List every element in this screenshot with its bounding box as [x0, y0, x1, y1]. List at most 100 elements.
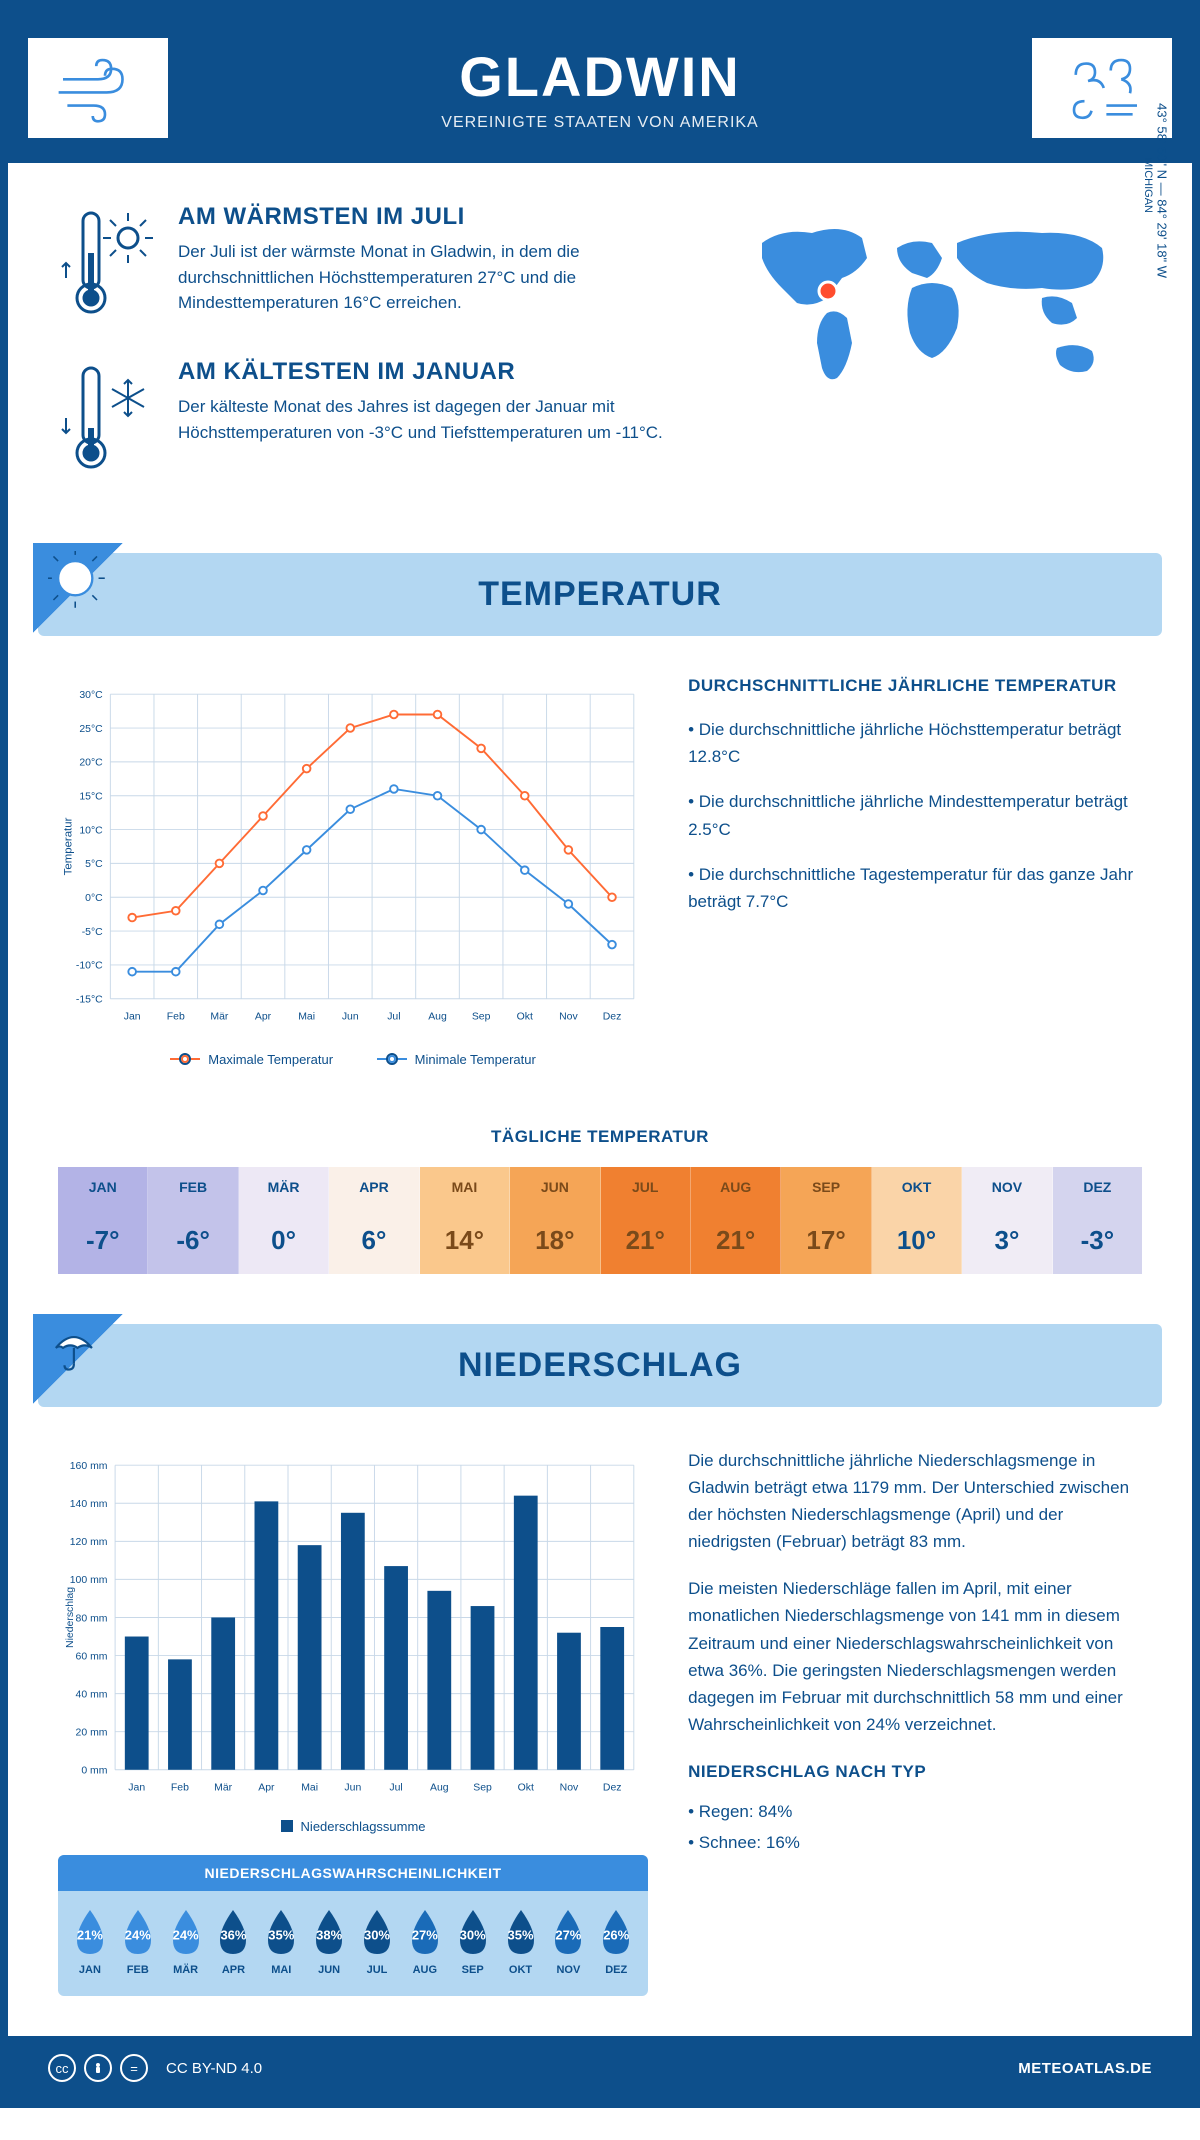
temperature-chart: -15°C-10°C-5°C0°C5°C10°C15°C20°C25°C30°C… [58, 676, 648, 1067]
svg-text:-15°C: -15°C [76, 995, 103, 1006]
temp-bullet-2: • Die durchschnittliche jährliche Mindes… [688, 788, 1142, 842]
probability-item: 30% JUL [355, 1906, 399, 1976]
probability-month: JUN [307, 1964, 351, 1976]
probability-month: OKT [499, 1964, 543, 1976]
svg-text:Jan: Jan [124, 1012, 141, 1023]
svg-text:Dez: Dez [603, 1012, 622, 1023]
page: GLADWIN VEREINIGTE STAATEN VON AMERIKA [0, 0, 1200, 2108]
svg-text:Mär: Mär [214, 1782, 233, 1793]
probability-month: FEB [116, 1964, 160, 1976]
temp-value: 18° [510, 1207, 599, 1274]
temp-col: JUL 21° [601, 1167, 691, 1274]
svg-text:Jul: Jul [387, 1012, 400, 1023]
temp-bullet-1: • Die durchschnittliche jährliche Höchst… [688, 716, 1142, 770]
temp-col: OKT 10° [872, 1167, 962, 1274]
umbrella-section-icon [33, 1314, 123, 1404]
temp-month-label: DEZ [1053, 1167, 1142, 1207]
temp-month-label: JAN [58, 1167, 147, 1207]
footer: cc = CC BY-ND 4.0 METEOATLAS.DE [8, 2036, 1192, 2100]
svg-text:Apr: Apr [255, 1012, 272, 1023]
probability-item: 30% SEP [451, 1906, 495, 1976]
precip-para-2: Die meisten Niederschläge fallen im Apri… [688, 1575, 1142, 1738]
license-block: cc = CC BY-ND 4.0 [48, 2054, 262, 2082]
probability-month: MÄR [164, 1964, 208, 1976]
svg-text:140 mm: 140 mm [70, 1499, 108, 1510]
sun-section-icon [33, 543, 123, 633]
header: GLADWIN VEREINIGTE STAATEN VON AMERIKA [8, 8, 1192, 163]
temperature-heading: TEMPERATUR [98, 575, 1102, 614]
svg-text:0°C: 0°C [85, 893, 103, 904]
temperature-section-header: TEMPERATUR [38, 553, 1162, 636]
svg-text:60 mm: 60 mm [76, 1651, 108, 1662]
probability-value: 24% [125, 1927, 151, 1942]
raindrop-icon: 36% [212, 1906, 254, 1958]
svg-text:Sep: Sep [472, 1012, 491, 1023]
raindrop-icon: 35% [500, 1906, 542, 1958]
precipitation-chart: 0 mm20 mm40 mm60 mm80 mm100 mm120 mm140 … [58, 1447, 648, 1807]
raindrop-icon: 27% [404, 1906, 446, 1958]
precip-legend: Niederschlagssumme [58, 1819, 648, 1836]
temp-value: 6° [329, 1207, 418, 1274]
temp-col: SEP 17° [781, 1167, 871, 1274]
probability-value: 30% [364, 1927, 390, 1942]
temp-month-label: SEP [781, 1167, 870, 1207]
probability-value: 35% [508, 1927, 534, 1942]
temp-col: MÄR 0° [239, 1167, 329, 1274]
precip-by-type-heading: NIEDERSCHLAG NACH TYP [688, 1758, 1142, 1785]
probability-value: 21% [77, 1927, 103, 1942]
temp-month-label: MAI [420, 1167, 509, 1207]
temp-value: -6° [148, 1207, 237, 1274]
temp-value: 21° [691, 1207, 780, 1274]
probability-item: 21% JAN [68, 1906, 112, 1976]
probability-month: SEP [451, 1964, 495, 1976]
daily-temperature: TÄGLICHE TEMPERATUR JAN -7° FEB -6° MÄR … [8, 1107, 1192, 1324]
wind-icon-right [1032, 38, 1172, 138]
temp-month-label: JUN [510, 1167, 599, 1207]
probability-item: 35% MAI [259, 1906, 303, 1976]
precip-legend-label: Niederschlagssumme [301, 1819, 426, 1834]
probability-item: 26% DEZ [594, 1906, 638, 1976]
svg-text:120 mm: 120 mm [70, 1537, 108, 1548]
svg-text:20 mm: 20 mm [76, 1727, 108, 1738]
raindrop-icon: 26% [595, 1906, 637, 1958]
raindrop-icon: 35% [260, 1906, 302, 1958]
site-name: METEOATLAS.DE [1018, 2060, 1152, 2077]
temp-value: -3° [1053, 1207, 1142, 1274]
by-icon [84, 2054, 112, 2082]
temp-value: 3° [962, 1207, 1051, 1274]
daily-temp-heading: TÄGLICHE TEMPERATUR [58, 1127, 1142, 1147]
temp-value: -7° [58, 1207, 147, 1274]
svg-text:Feb: Feb [171, 1782, 189, 1793]
temp-legend: Maximale Temperatur Minimale Temperatur [58, 1048, 648, 1067]
probability-value: 24% [173, 1927, 199, 1942]
svg-text:-5°C: -5°C [82, 927, 103, 938]
temp-month-label: JUL [601, 1167, 690, 1207]
probability-item: 24% MÄR [164, 1906, 208, 1976]
svg-text:-10°C: -10°C [76, 961, 103, 972]
temp-col: FEB -6° [148, 1167, 238, 1274]
svg-text:Mär: Mär [210, 1012, 229, 1023]
warmest-block: AM WÄRMSTEN IM JULI Der Juli ist der wär… [58, 203, 682, 328]
temp-col: MAI 14° [420, 1167, 510, 1274]
legend-min: Minimale Temperatur [415, 1052, 536, 1067]
map-container: MICHIGAN 43° 58' 50" N — 84° 29' 18" W [722, 203, 1142, 513]
svg-text:Sep: Sep [473, 1782, 492, 1793]
precip-rain: • Regen: 84% [688, 1798, 1142, 1825]
svg-text:Nov: Nov [560, 1782, 579, 1793]
svg-text:Jun: Jun [342, 1012, 359, 1023]
precipitation-heading: NIEDERSCHLAG [98, 1346, 1102, 1385]
country-name: VEREINIGTE STAATEN VON AMERIKA [168, 114, 1032, 132]
temp-col: DEZ -3° [1053, 1167, 1142, 1274]
precipitation-section: 0 mm20 mm40 mm60 mm80 mm100 mm120 mm140 … [8, 1407, 1192, 2037]
temp-month-label: NOV [962, 1167, 1051, 1207]
probability-item: 27% AUG [403, 1906, 447, 1976]
thermometer-hot-icon [58, 203, 158, 328]
legend-max: Maximale Temperatur [208, 1052, 333, 1067]
raindrop-icon: 27% [547, 1906, 589, 1958]
temp-month-label: MÄR [239, 1167, 328, 1207]
coordinates: 43° 58' 50" N — 84° 29' 18" W [1155, 103, 1170, 278]
svg-text:Apr: Apr [258, 1782, 275, 1793]
probability-heading: NIEDERSCHLAGSWAHRSCHEINLICHKEIT [58, 1855, 648, 1891]
top-section: AM WÄRMSTEN IM JULI Der Juli ist der wär… [8, 163, 1192, 553]
temp-value: 21° [601, 1207, 690, 1274]
